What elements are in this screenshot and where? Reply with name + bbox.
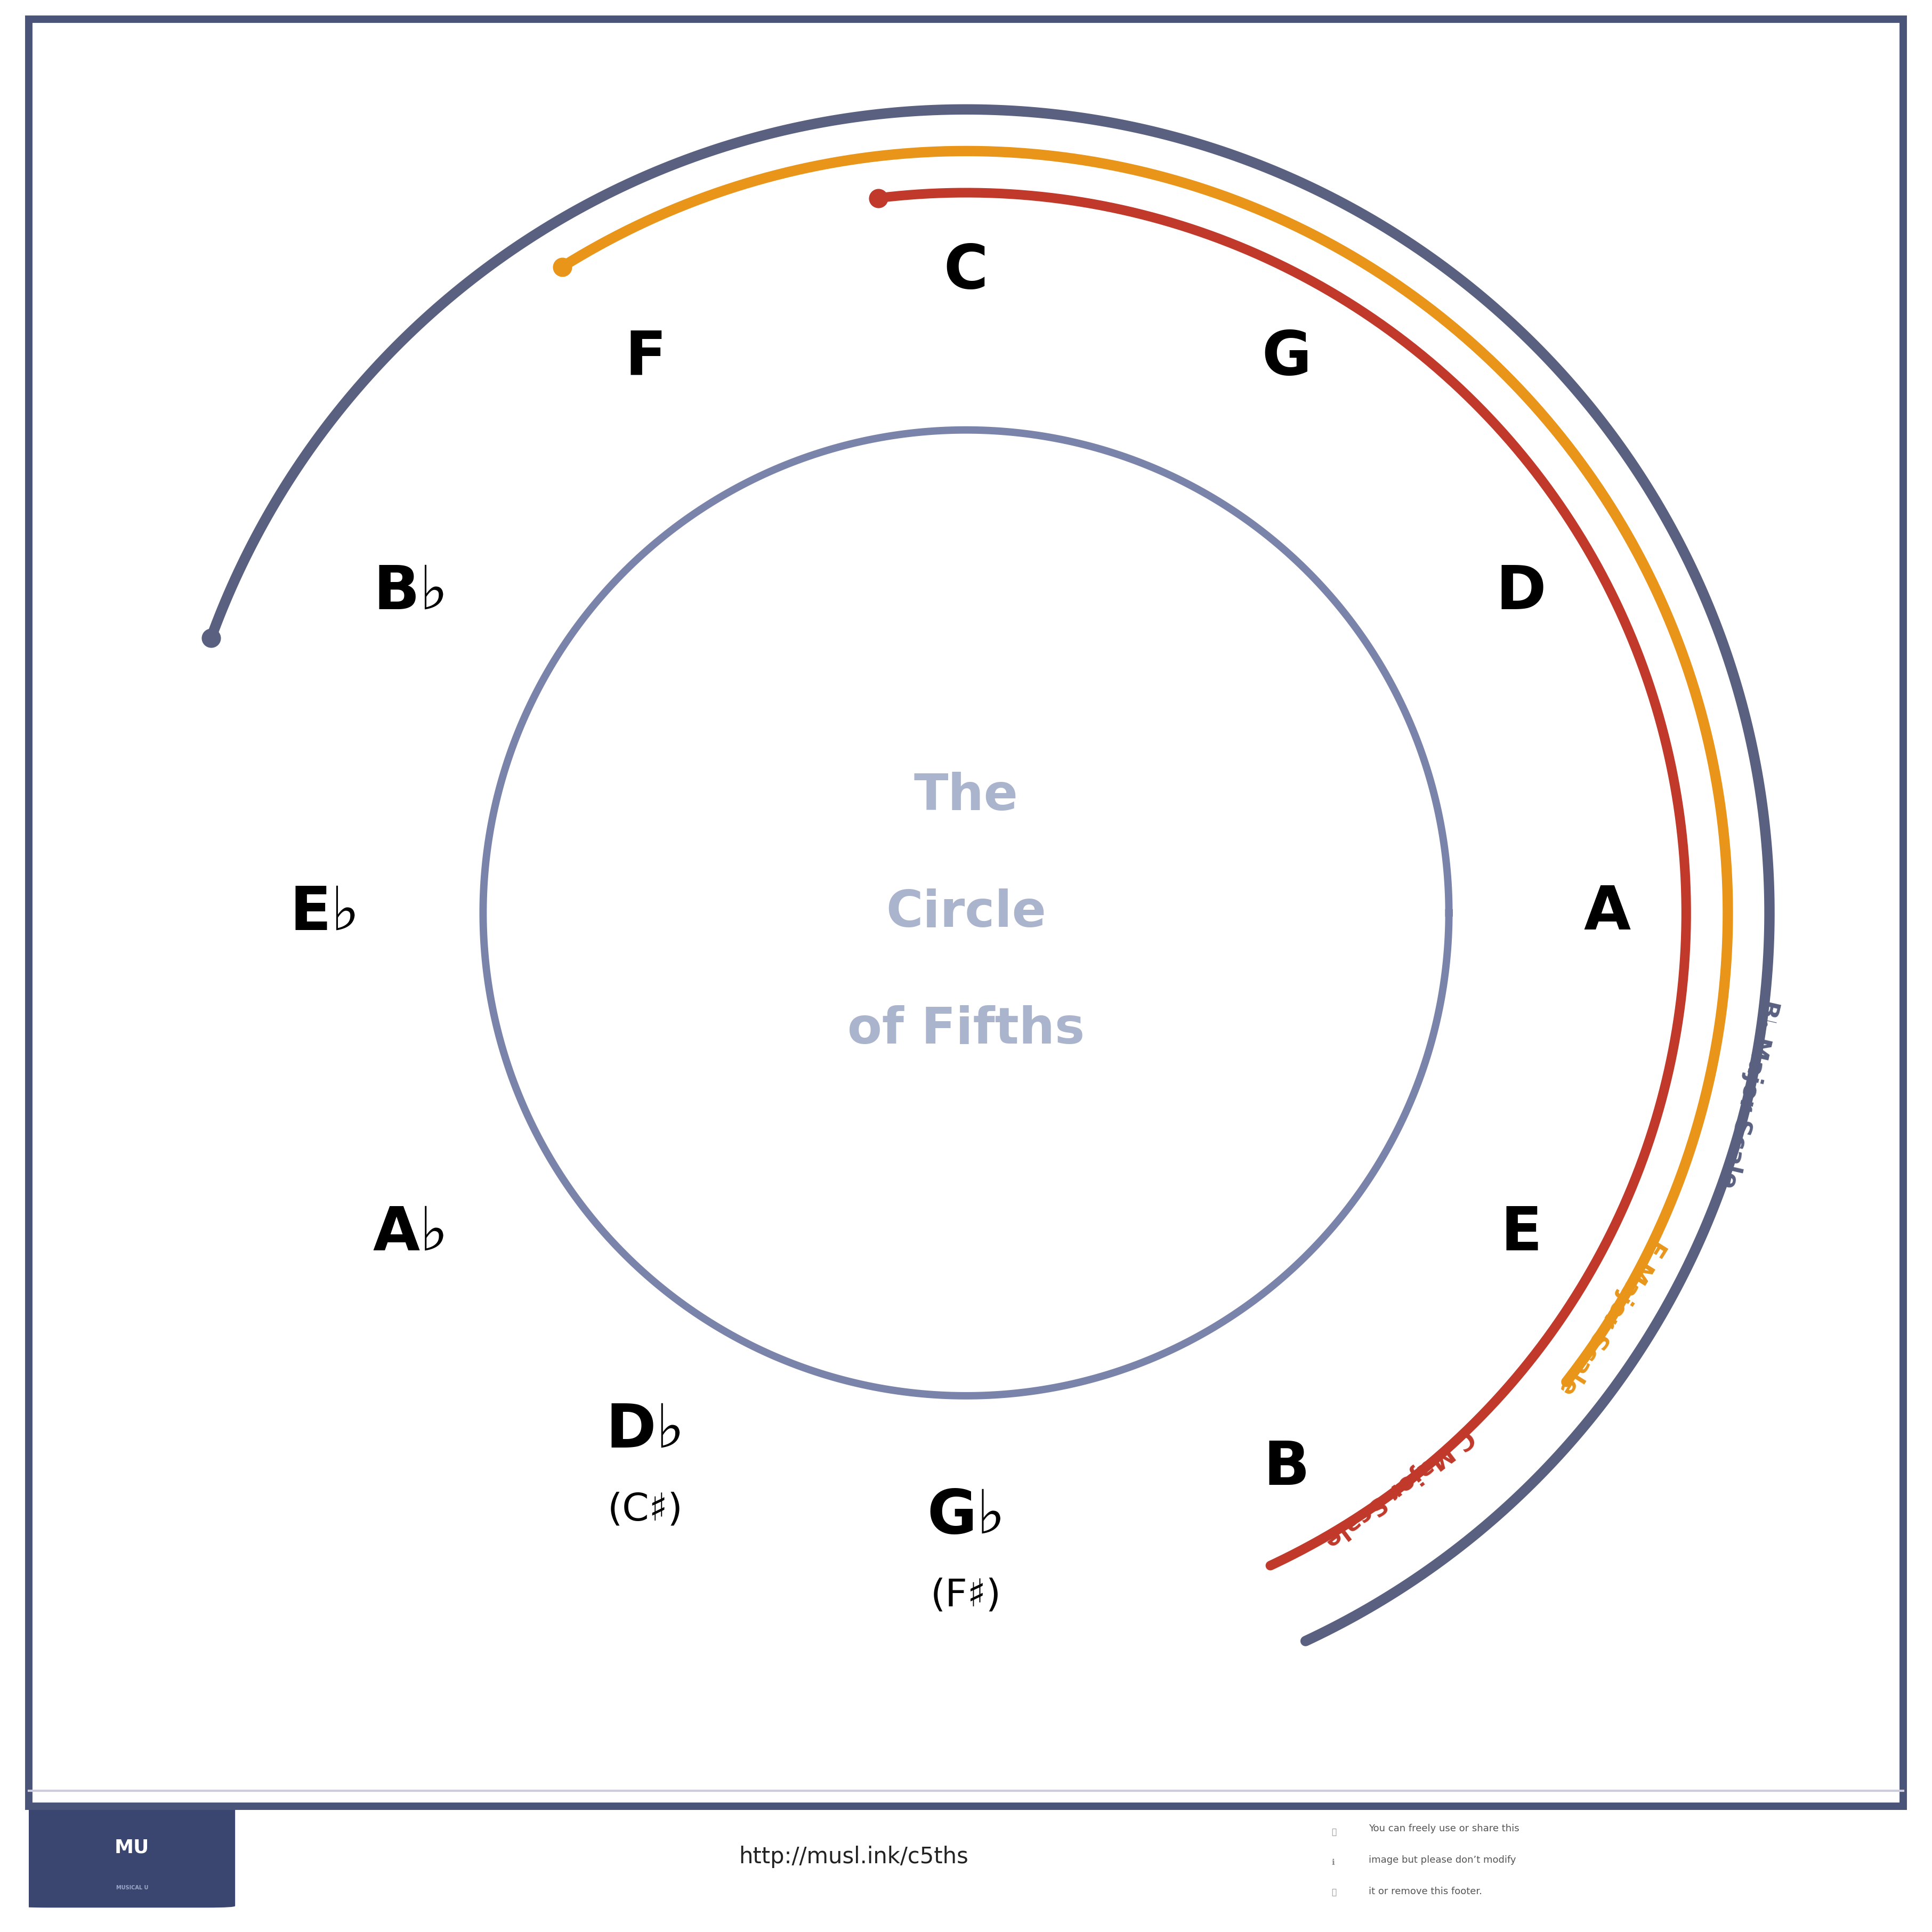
Text: F Major Scale: F Major Scale <box>1555 1235 1669 1399</box>
Text: A♭: A♭ <box>373 1204 448 1264</box>
FancyBboxPatch shape <box>19 1806 236 1907</box>
Text: MU: MU <box>114 1839 149 1857</box>
Text: G♭: G♭ <box>927 1488 1005 1546</box>
Text: MUSICAL U: MUSICAL U <box>116 1886 149 1891</box>
Text: Ⓒ: Ⓒ <box>1331 1828 1337 1835</box>
Text: ℹ: ℹ <box>1331 1859 1335 1866</box>
Text: E♭: E♭ <box>290 883 359 943</box>
Text: Ⓡ: Ⓡ <box>1331 1888 1337 1897</box>
Text: The: The <box>914 771 1018 821</box>
Text: E: E <box>1501 1204 1542 1264</box>
Text: D: D <box>1495 562 1546 622</box>
Text: You can freely use or share this: You can freely use or share this <box>1370 1824 1520 1833</box>
Text: it or remove this footer.: it or remove this footer. <box>1370 1886 1482 1895</box>
Text: C: C <box>943 242 989 301</box>
Text: G: G <box>1262 328 1312 386</box>
Text: B♭: B♭ <box>373 562 448 622</box>
Text: D♭: D♭ <box>607 1401 686 1461</box>
Text: C Major Scale: C Major Scale <box>1320 1424 1478 1551</box>
Text: of Fifths: of Fifths <box>848 1005 1084 1055</box>
Text: F: F <box>624 328 667 386</box>
Text: B: B <box>1264 1439 1310 1497</box>
Text: image but please don’t modify: image but please don’t modify <box>1370 1855 1517 1864</box>
Text: A: A <box>1584 883 1631 943</box>
Text: (C♯): (C♯) <box>609 1492 684 1528</box>
Text: B♭ Major Scale: B♭ Major Scale <box>1716 997 1781 1190</box>
Text: http://musl.ink/c5ths: http://musl.ink/c5ths <box>738 1845 968 1868</box>
Text: Circle: Circle <box>885 889 1047 937</box>
Text: (F♯): (F♯) <box>931 1577 1001 1613</box>
